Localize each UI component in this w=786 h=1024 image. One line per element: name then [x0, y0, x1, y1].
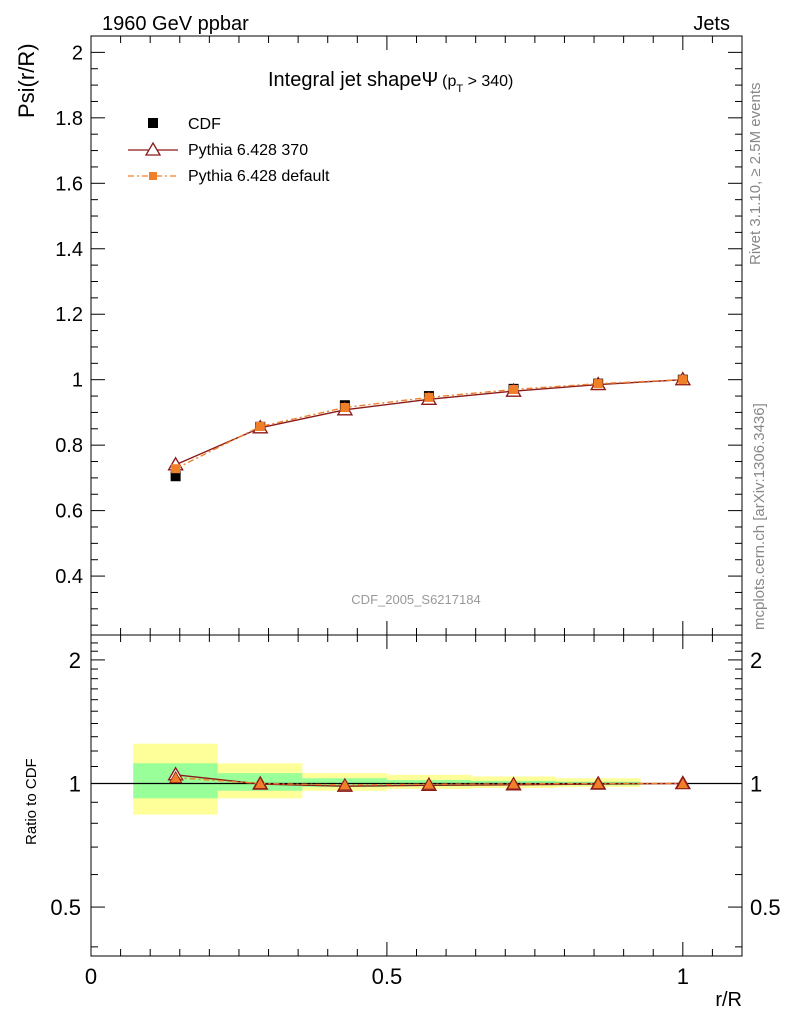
x-tick-label: 0 [85, 964, 97, 989]
ratio-plot-panel: Ratio to CDF r/R 0.5 0.5 1 1 2 2 0 0.5 1 [23, 634, 781, 1011]
pythia-default-point [255, 421, 265, 431]
ratio-y-tick-label: 0.5 [50, 895, 81, 920]
mcplots-label: mcplots.cern.ch [arXiv:1306.3436] [751, 403, 768, 630]
legend-label-pythia-default: Pythia 6.428 default [188, 168, 330, 185]
x-axis-label: r/R [715, 989, 742, 1011]
ratio-pythia-default-point [591, 776, 605, 789]
pythia-default-point [593, 379, 603, 389]
ratio-pythia-default-point [676, 776, 690, 789]
main-y-tick-label: 1.4 [55, 239, 83, 261]
ratio-y-tick-label-right: 0.5 [750, 895, 781, 920]
legend-marker-pythia-default [149, 172, 157, 180]
x-tick-label: 1 [677, 964, 689, 989]
pythia-default-point [509, 385, 519, 395]
legend: CDF Pythia 6.428 370 Pythia 6.428 defaul… [128, 116, 330, 185]
ratio-y-tick-label: 2 [69, 648, 81, 673]
ratio-pythia-default-point [422, 777, 436, 790]
main-y-tick-label: 0.8 [55, 435, 83, 457]
x-tick-label: 0.5 [372, 964, 403, 989]
main-y-axis-label: Psi(r/R) [14, 43, 39, 118]
main-plot-panel: Integral jet shapeΨ (pT > 340) Psi(r/R) C… [14, 35, 743, 636]
pythia-default-point [678, 375, 688, 385]
main-y-tick-label: 1.8 [55, 108, 83, 130]
ratio-y-axis-label: Ratio to CDF [23, 758, 40, 845]
analysis-watermark: CDF_2005_S6217184 [351, 592, 480, 607]
pythia-default-point [171, 464, 181, 474]
ratio-pythia-default-point [338, 778, 352, 791]
legend-marker-cdf [148, 118, 158, 128]
ratio-pythia-default-point [168, 770, 183, 784]
legend-label-cdf: CDF [188, 116, 221, 133]
pythia-default-point [424, 392, 434, 402]
header-process-label: Jets [693, 13, 730, 35]
ratio-pythia-default-point [506, 777, 521, 790]
pythia-default-point [340, 403, 350, 413]
ratio-y-tick-label: 1 [69, 771, 81, 796]
main-y-tick-label: 0.4 [55, 566, 83, 588]
legend-label-pythia-370: Pythia 6.428 370 [188, 142, 308, 159]
main-y-tick-label: 1.2 [55, 304, 83, 326]
main-y-tick-label: 2 [72, 42, 83, 64]
main-y-tick-label: 1 [72, 370, 83, 392]
main-plot-title: Integral jet shapeΨ (pT > 340) [268, 69, 513, 95]
legend-marker-pythia-370 [144, 141, 162, 156]
ratio-pythia-default-point [253, 776, 267, 789]
main-y-tick-label: 1.6 [55, 173, 83, 195]
ratio-y-tick-label-right: 2 [750, 648, 762, 673]
header-energy-label: 1960 GeV ppbar [102, 13, 249, 35]
main-y-tick-label: 0.6 [55, 501, 83, 523]
ratio-y-tick-label-right: 1 [750, 771, 762, 796]
cdf-data-point [170, 471, 181, 482]
rivet-version-label: Rivet 3.1.10, ≥ 2.5M events [747, 83, 764, 266]
